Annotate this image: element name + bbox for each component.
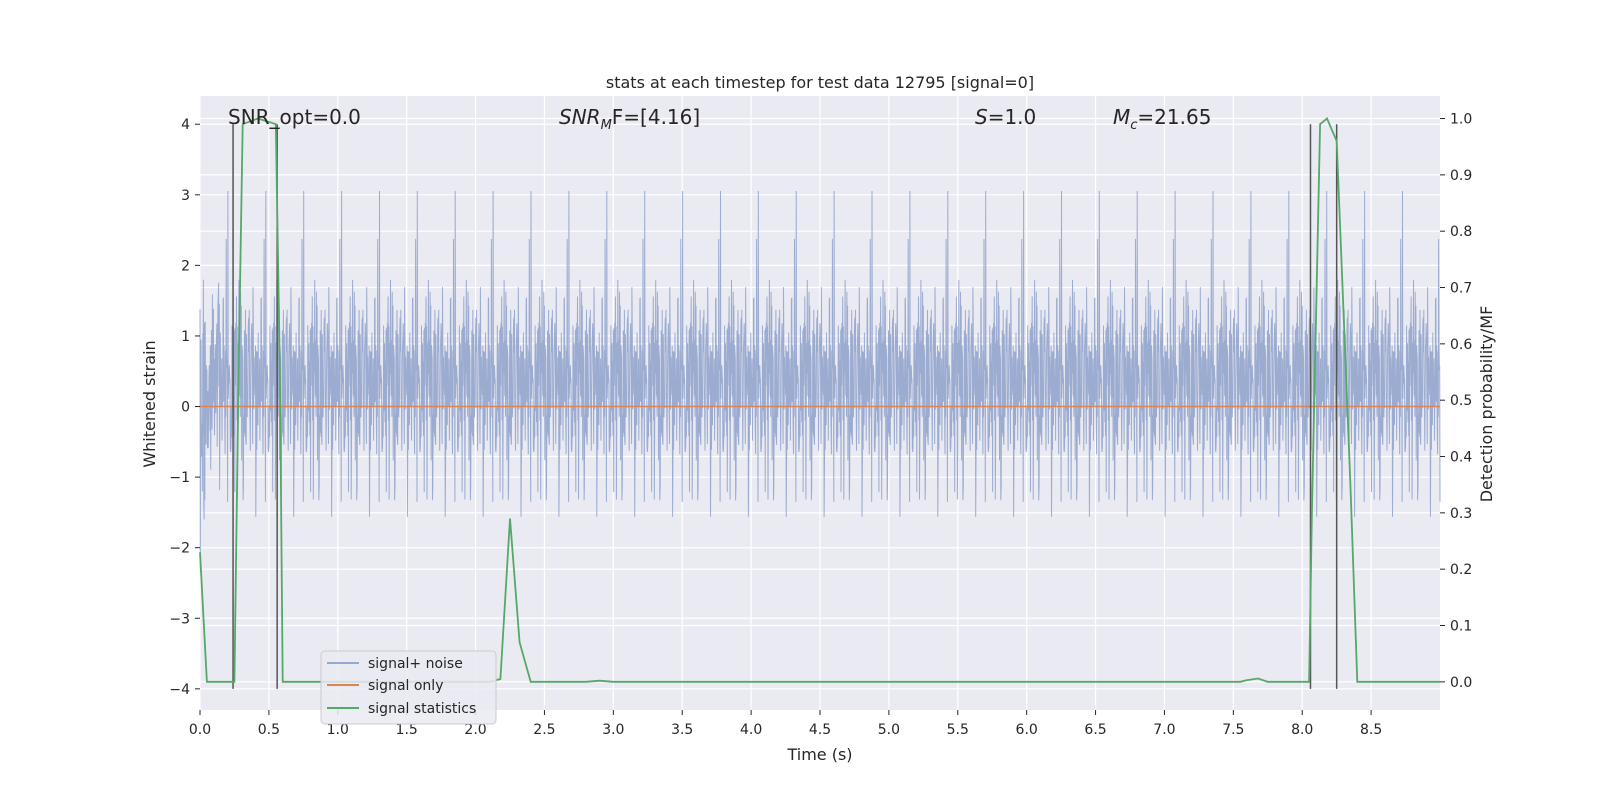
x-tick-label: 3.5 — [671, 722, 693, 738]
x-tick-label: 8.0 — [1291, 722, 1313, 738]
y-right-tick-label: 0.5 — [1450, 393, 1472, 409]
y-right-tick-label: 0.9 — [1450, 168, 1472, 184]
signal-noise-series — [199, 190, 1441, 572]
y-right-tick-label: 0.4 — [1450, 450, 1472, 466]
axis-ticks: 0.0 0.5 1.0 1.5 2.0 2.5 3.0 3.5 4.0 4.5 5.0 5.5 6.0 6… — [169, 112, 1472, 738]
mc-annotation: Mc=21.65 — [1113, 105, 1211, 133]
y-right-tick-label: 1.0 — [1450, 112, 1472, 128]
x-tick-label: 2.0 — [464, 722, 486, 738]
x-tick-label: 7.5 — [1222, 722, 1244, 738]
y-left-tick-label: 0 — [181, 400, 190, 416]
y-left-tick-label: 3 — [181, 188, 190, 204]
y-right-tick-label: 0.1 — [1450, 619, 1472, 635]
legend-label-statistics: signal statistics — [368, 701, 476, 717]
y-left-tick-label: −4 — [169, 682, 190, 698]
x-tick-label: 2.5 — [533, 722, 555, 738]
y-right-tick-label: 0.6 — [1450, 337, 1472, 353]
x-axis-label: Time (s) — [786, 745, 852, 764]
mc-rest: =21.65 — [1137, 105, 1211, 129]
signal-statistics-line — [199, 117, 1440, 683]
y-left-tick-label: 2 — [181, 258, 190, 274]
legend-box — [320, 650, 497, 725]
x-tick-label: 1.5 — [396, 722, 418, 738]
s-annotation: S=1.0 — [975, 105, 1036, 129]
y-right-tick-label: 0.2 — [1450, 562, 1472, 578]
signal-noise-line — [199, 190, 1441, 572]
x-tick-label: 1.0 — [327, 722, 349, 738]
y-left-tick-label: −3 — [169, 611, 190, 627]
x-tick-label: 4.0 — [740, 722, 762, 738]
x-tick-label: 5.0 — [878, 722, 900, 738]
mc-name: M — [1113, 105, 1130, 129]
y-right-tick-label: 0.7 — [1450, 281, 1472, 297]
x-tick-label: 0.5 — [258, 722, 280, 738]
chart-title: stats at each timestep for test data 127… — [606, 73, 1034, 92]
legend-label-signal: signal only — [368, 678, 443, 694]
y-axis-left-label: Whitened strain — [140, 340, 159, 467]
y-right-tick-label: 0.0 — [1450, 675, 1472, 691]
y-left-tick-label: 4 — [181, 117, 190, 133]
y-right-tick-label: 0.3 — [1450, 506, 1472, 522]
y-left-tick-label: −2 — [169, 541, 190, 557]
y-right-tick-label: 0.8 — [1450, 224, 1472, 240]
mc-sub: c — [1130, 118, 1137, 133]
x-tick-label: 6.0 — [1016, 722, 1038, 738]
x-tick-label: 7.0 — [1153, 722, 1175, 738]
snr-mf-name: SNR — [559, 105, 601, 129]
signal-statistics-series — [199, 117, 1440, 683]
snr-mf-rest: F=[4.16] — [612, 105, 700, 129]
snr-mf-annotation: SNRMF=[4.16] — [559, 105, 700, 133]
legend-label-noise: signal+ noise — [368, 656, 463, 672]
s-rest: =1.0 — [988, 105, 1037, 129]
y-axis-right-label: Detection probability/MF — [1477, 306, 1496, 503]
snr-mf-sub: M — [601, 118, 612, 133]
s-name: S — [975, 105, 988, 129]
y-left-tick-label: −1 — [169, 470, 190, 486]
x-tick-label: 0.0 — [189, 722, 211, 738]
legend: signal+ noise signal only signal statist… — [320, 650, 497, 725]
x-tick-label: 5.5 — [947, 722, 969, 738]
y-left-tick-label: 1 — [181, 329, 190, 345]
x-tick-label: 8.5 — [1360, 722, 1382, 738]
x-tick-label: 6.5 — [1084, 722, 1106, 738]
x-tick-label: 3.0 — [602, 722, 624, 738]
snr-opt-annotation: SNR_opt=0.0 — [228, 105, 361, 129]
x-tick-label: 4.5 — [809, 722, 831, 738]
